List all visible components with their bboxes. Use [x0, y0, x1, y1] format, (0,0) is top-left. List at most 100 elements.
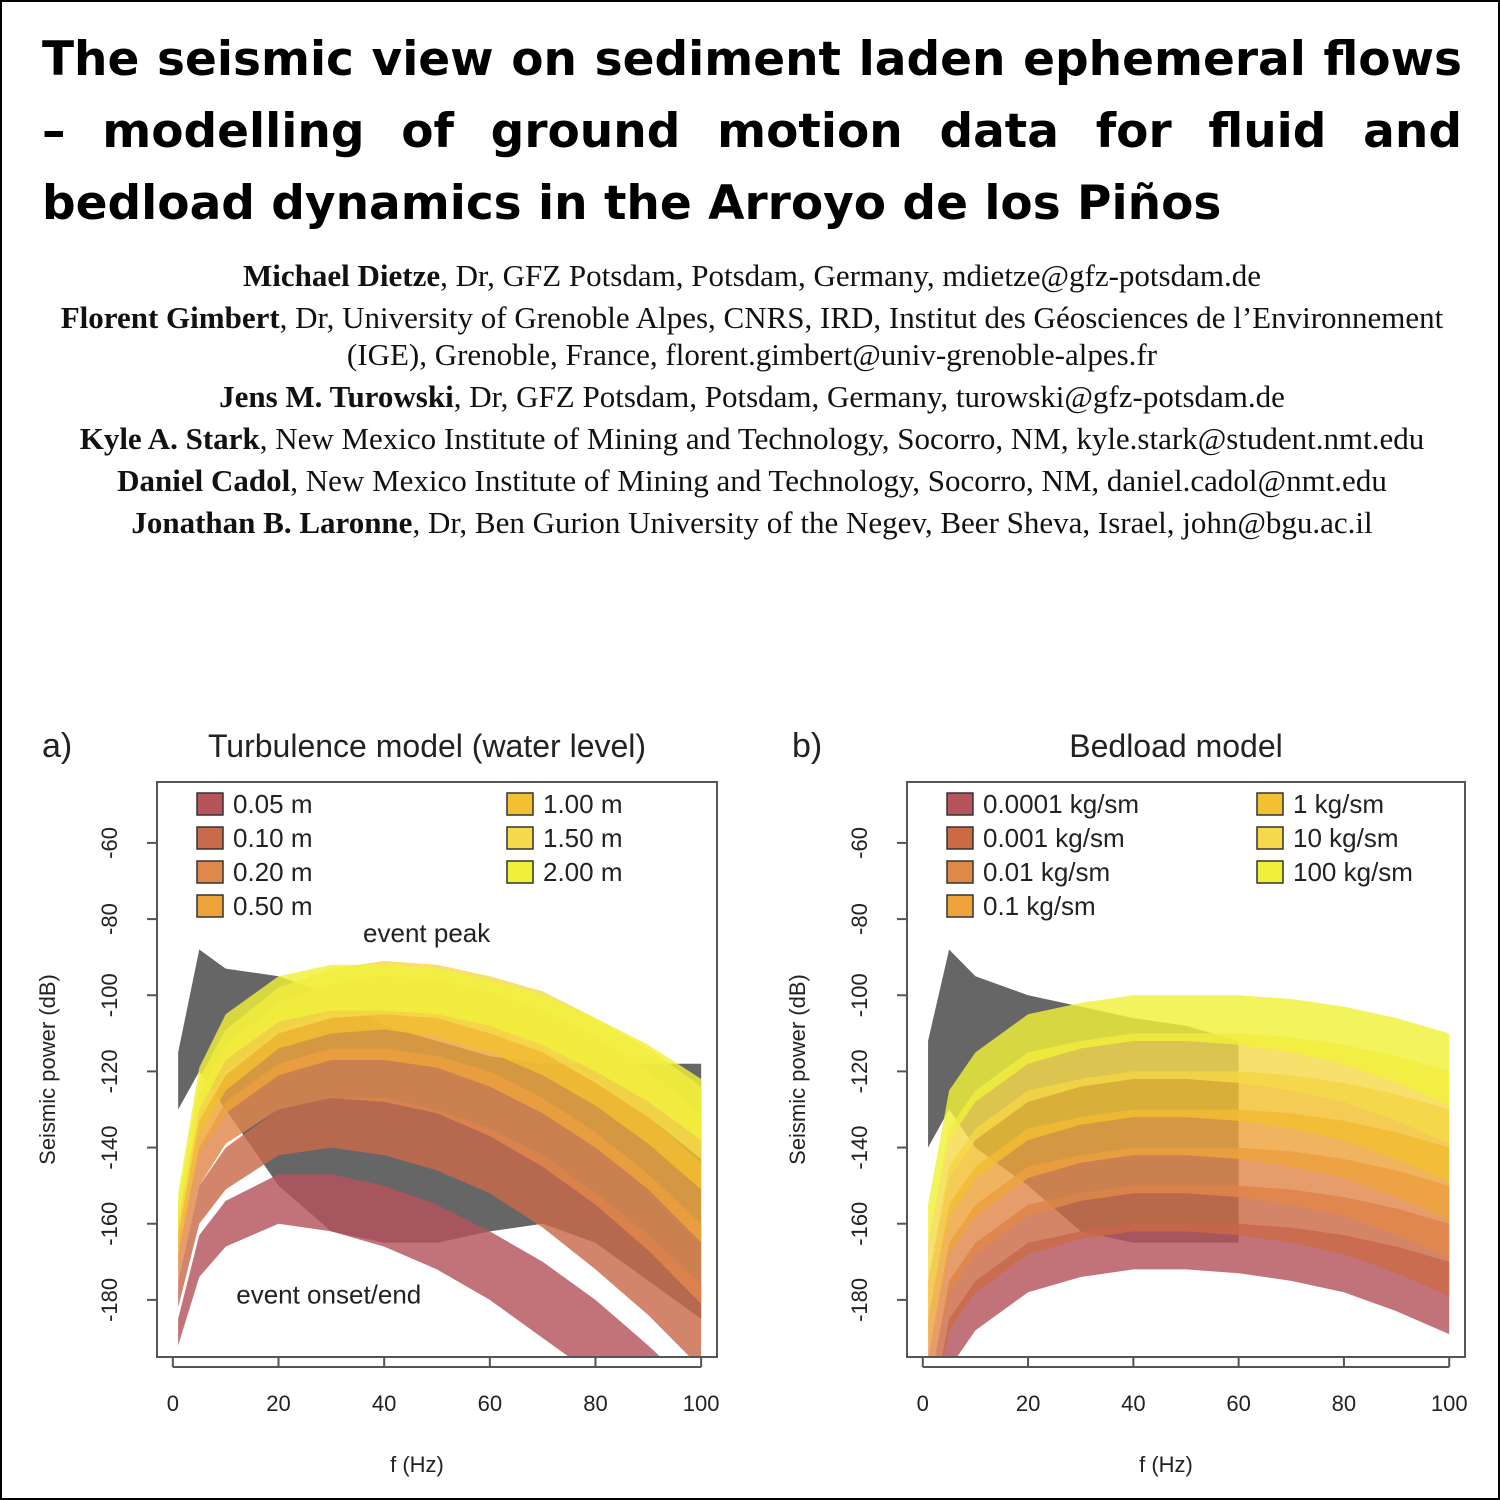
band	[928, 1109, 1450, 1357]
y-tick-label: -80	[847, 903, 872, 935]
y-axis-label: Seismic power (dB)	[35, 974, 60, 1165]
y-tick-label: -180	[97, 1278, 122, 1322]
x-tick-label: 80	[1332, 1391, 1356, 1416]
legend-label: 0.20 m	[233, 857, 313, 887]
legend-label: 0.50 m	[233, 891, 313, 921]
author-details: , New Mexico Institute of Mining and Tec…	[259, 421, 1425, 456]
annotation: event onset/end	[236, 1280, 421, 1310]
band	[935, 1185, 1450, 1357]
author: Jens M. Turowski, Dr, GFZ Potsdam, Potsd…	[52, 378, 1452, 415]
band	[178, 1174, 661, 1357]
figure: a) Turbulence model (water level) -60 -80 -1…	[35, 727, 1468, 1477]
band	[928, 1071, 1450, 1319]
y-tick-label: -120	[97, 1049, 122, 1093]
author: Jonathan B. Laronne, Dr, Ben Gurion Univ…	[52, 504, 1452, 541]
y-axis-label: Seismic power (dB)	[785, 974, 810, 1165]
legend-swatch	[196, 860, 224, 884]
y-tick-label: -180	[847, 1278, 872, 1322]
legend-label: 0.001 kg/sm	[983, 823, 1125, 853]
author: Daniel Cadol, New Mexico Institute of Mi…	[52, 462, 1452, 499]
x-tick-label: 0	[917, 1391, 929, 1416]
band	[942, 1223, 1450, 1357]
legend-swatch	[506, 860, 534, 884]
y-tick-label: -100	[847, 973, 872, 1017]
author-name: Florent Gimbert	[60, 300, 280, 335]
y-tick-label: -140	[847, 1126, 872, 1170]
legend-swatch	[1256, 826, 1284, 850]
y-tick-label: -120	[847, 1049, 872, 1093]
band	[178, 1098, 702, 1357]
band	[178, 964, 702, 1224]
y-tick-label: -160	[97, 1202, 122, 1246]
legend-swatch	[946, 860, 974, 884]
legend-label: 1.50 m	[543, 823, 623, 853]
paper-title: The seismic view on sediment laden ephem…	[42, 32, 1462, 231]
plot-frame	[906, 781, 1466, 1358]
y-tick-label: -100	[97, 973, 122, 1017]
x-tick-label: 80	[583, 1391, 607, 1416]
band	[928, 995, 1450, 1243]
legend-label: 0.01 kg/sm	[983, 857, 1110, 887]
author-details: , Dr, Ben Gurion University of the Negev…	[412, 505, 1373, 540]
x-tick-label: 60	[478, 1391, 502, 1416]
y-tick-label: -160	[847, 1202, 872, 1246]
legend-label: 0.0001 kg/sm	[983, 789, 1139, 819]
band	[928, 1033, 1450, 1281]
panel: a) Turbulence model (water level) -60 -80 -1…	[35, 727, 720, 1477]
legend-label: 1 kg/sm	[1293, 789, 1384, 819]
panel-title: Bedload model	[1069, 728, 1282, 764]
author-details: , Dr, GFZ Potsdam, Potsdam, Germany, mdi…	[440, 258, 1261, 293]
panel-label: a)	[42, 727, 72, 765]
legend-swatch	[946, 826, 974, 850]
y-tick-label: -140	[97, 1126, 122, 1170]
legend-swatch	[196, 792, 224, 816]
plot-frame	[156, 781, 718, 1358]
x-axis-label: f (Hz)	[1139, 1452, 1193, 1477]
author-list: Michael Dietze, Dr, GFZ Potsdam, Potsdam…	[52, 257, 1452, 546]
x-tick-label: 40	[372, 1391, 396, 1416]
x-tick-label: 20	[1016, 1391, 1040, 1416]
author-name: Jens M. Turowski	[219, 379, 454, 414]
legend-swatch	[506, 792, 534, 816]
legend-swatch	[506, 826, 534, 850]
annotation: event peak	[363, 918, 491, 948]
author-details: , Dr, GFZ Potsdam, Potsdam, Germany, tur…	[453, 379, 1285, 414]
legend-swatch	[1256, 860, 1284, 884]
legend-swatch	[1256, 792, 1284, 816]
legend-label: 100 kg/sm	[1293, 857, 1413, 887]
legend-label: 10 kg/sm	[1293, 823, 1399, 853]
panel-label: b)	[792, 727, 822, 765]
author-name: Michael Dietze	[243, 258, 441, 293]
legend-swatch	[946, 792, 974, 816]
x-tick-label: 40	[1121, 1391, 1145, 1416]
author-details: , New Mexico Institute of Mining and Tec…	[290, 463, 1387, 498]
x-tick-label: 20	[266, 1391, 290, 1416]
y-tick-label: -60	[847, 827, 872, 859]
author-details: , Dr, University of Grenoble Alpes, CNRS…	[279, 300, 1444, 372]
x-tick-label: 100	[1431, 1391, 1468, 1416]
author: Kyle A. Stark, New Mexico Institute of M…	[52, 420, 1452, 457]
x-tick-label: 60	[1226, 1391, 1250, 1416]
author-name: Jonathan B. Laronne	[131, 505, 413, 540]
legend-swatch	[196, 826, 224, 850]
legend-label: 0.1 kg/sm	[983, 891, 1096, 921]
author: Florent Gimbert, Dr, University of Greno…	[52, 299, 1452, 373]
legend-label: 2.00 m	[543, 857, 623, 887]
author: Michael Dietze, Dr, GFZ Potsdam, Potsdam…	[52, 257, 1452, 294]
y-tick-label: -60	[97, 827, 122, 859]
panel: b) Bedload model -60 -80 -100 -120 -140 -160 -18…	[785, 727, 1468, 1477]
x-tick-label: 100	[683, 1391, 720, 1416]
y-tick-label: -80	[97, 903, 122, 935]
panel-title: Turbulence model (water level)	[208, 728, 646, 764]
legend-swatch	[946, 894, 974, 918]
x-axis-label: f (Hz)	[390, 1452, 444, 1477]
legend-label: 0.10 m	[233, 823, 313, 853]
legend-label: 0.05 m	[233, 789, 313, 819]
band	[178, 1048, 702, 1304]
author-name: Daniel Cadol	[117, 463, 291, 498]
author-name: Kyle A. Stark	[79, 421, 260, 456]
legend-swatch	[196, 894, 224, 918]
band	[928, 1147, 1450, 1357]
legend-label: 1.00 m	[543, 789, 623, 819]
